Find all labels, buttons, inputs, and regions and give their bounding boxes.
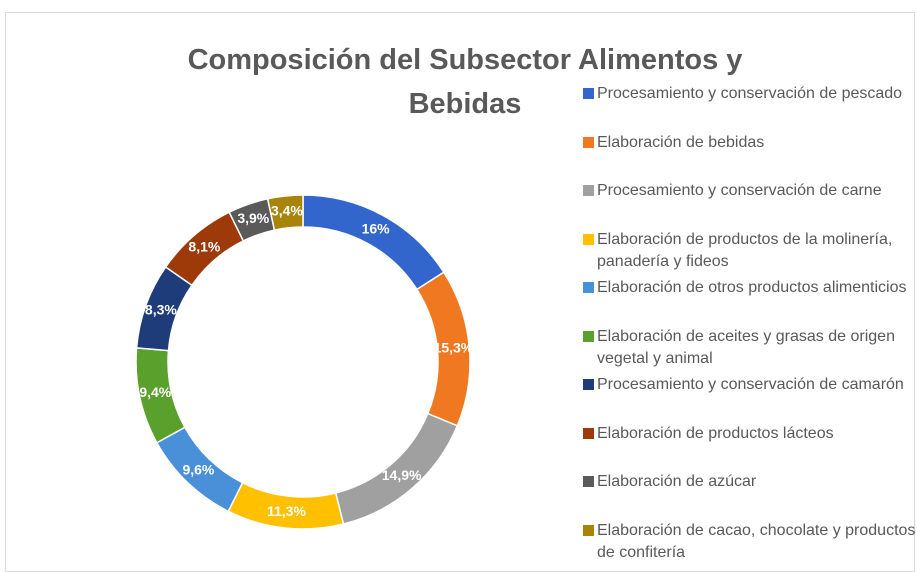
legend-swatch (583, 88, 594, 99)
page: {"chart_data": {"type": "pie", "donut": … (5, 12, 917, 572)
legend-label: Elaboración de otros productos alimentic… (597, 279, 907, 296)
data-label: 8,1% (188, 238, 220, 254)
legend-entry: Elaboración de cacao, chocolate y produc… (583, 520, 917, 564)
slice (302, 194, 445, 291)
data-label: 14,9% (382, 467, 422, 483)
legend-label: Elaboración de azúcar (597, 473, 757, 490)
chart: 16% 15,3% 14,9% 11,3% 9,6% 9,4% 8,3% 8,1% 3,9% 3,… (136, 194, 474, 529)
legend-swatch (583, 185, 594, 196)
legend-label: Elaboración de productos lácteos (597, 424, 834, 442)
legend-swatch (583, 379, 594, 390)
legend-swatch (583, 524, 594, 536)
legend-entry: Elaboración de bebidas (583, 132, 917, 154)
legend-label: Procesamiento y conservación de camarón (597, 376, 904, 393)
legend-entry: Procesamiento y conservación de pescado (583, 83, 917, 105)
legend-entry: Procesamiento y conservación de camarón (583, 374, 917, 396)
legend-entry: Procesamiento y conservación de carne (583, 180, 917, 202)
legend-swatch (583, 330, 594, 342)
slice (266, 194, 304, 231)
data-label: 16% (362, 220, 391, 236)
data-label: 3,4% (271, 203, 303, 219)
legend-label: Elaboración de productos de la molinería… (597, 230, 893, 270)
legend-entry: Elaboración de productos lácteos (583, 423, 917, 445)
chart-title: Composición del Subsector Alimentos y Be… (187, 44, 743, 120)
legend-label: Elaboración de bebidas (597, 133, 765, 151)
legend-label: Procesamiento y conservación de carne (597, 182, 882, 199)
legend-swatch (583, 136, 594, 148)
legend-swatch (583, 233, 594, 245)
data-label: 15,3% (434, 339, 474, 355)
legend-entry: Elaboración de productos de la molinería… (583, 229, 917, 273)
data-label: 3,9% (237, 210, 269, 226)
legend-entry: Elaboración de azúcar (583, 471, 917, 493)
data-label: 9,6% (182, 462, 214, 478)
data-label: 8,3% (145, 302, 177, 318)
legend-label: Elaboración de aceites y grasas de orige… (597, 327, 895, 367)
data-label: 9,4% (139, 384, 171, 400)
legend-entry: Elaboración de aceites y grasas de orige… (583, 326, 917, 370)
legend-label: Elaboración de cacao, chocolate y produc… (597, 521, 916, 561)
legend-swatch (583, 476, 594, 487)
legend-swatch (583, 427, 594, 439)
legend-label: Procesamiento y conservación de pescado (597, 85, 903, 102)
legend-entry: Elaboración de otros productos alimentic… (583, 277, 917, 299)
data-label: 11,3% (267, 503, 306, 519)
legend-swatch (583, 282, 594, 293)
